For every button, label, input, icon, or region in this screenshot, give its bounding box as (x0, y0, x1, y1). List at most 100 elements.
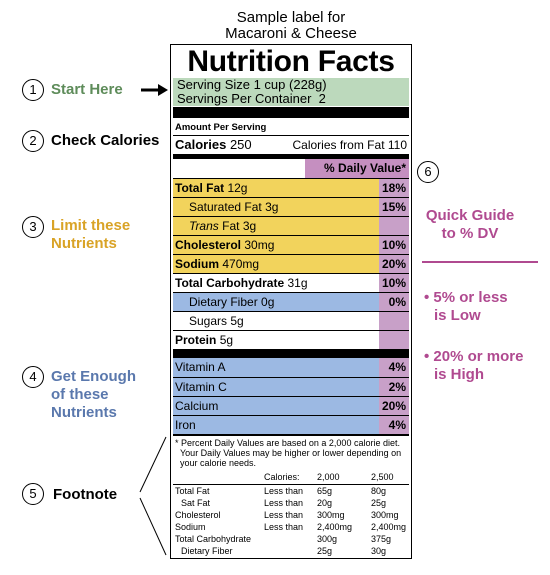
nutrient-label: Protein (175, 333, 217, 347)
nutrient-label: Dietary Fiber (189, 295, 258, 309)
footnote-cell: Calories: (264, 472, 300, 482)
footnote-cell: 300mg (317, 510, 345, 520)
footnote-cell: 30g (371, 546, 387, 556)
footnote-cell: Less than (264, 486, 304, 496)
footnote-cell: 25g (317, 546, 333, 556)
vitamin-dv: 4% (388, 418, 406, 432)
footnote-cell: Sat Fat (181, 498, 211, 508)
nutrient-dv: 15% (381, 200, 406, 214)
nutrient-dv: 0% (388, 295, 406, 309)
serving-size: Serving Size 1 cup (228g) (177, 77, 327, 92)
nutrient-row: Total Carbohydrate 31g 10% (173, 273, 409, 292)
nutrient-row: Total Fat 12g 18% (173, 178, 409, 197)
bracket-line (139, 436, 167, 493)
nutrient-row: Cholesterol 30mg 10% (173, 235, 409, 254)
footnote-cell: 25g (371, 498, 387, 508)
footnote-cell: 300g (317, 534, 338, 544)
nutrient-label: Cholesterol (175, 238, 242, 252)
footnote-header: Calories: 2,000 2,500 (173, 471, 409, 483)
calories-label: Calories (175, 137, 227, 152)
nutrient-row: Saturated Fat 3g 15% (173, 197, 409, 216)
quick-guide-line: to % DV (441, 225, 499, 242)
step-text: Start Here (51, 81, 123, 99)
footnote-cell: Less than (264, 510, 304, 520)
nutrient-dv: 20% (381, 257, 406, 271)
vitamin-dv: 4% (388, 360, 406, 374)
footnote-row: Dietary Fiber 25g 30g (173, 545, 409, 557)
nutrient-label: Sugars (189, 314, 228, 328)
quick-guide-line: is Low (434, 307, 481, 324)
step-text: Check Calories (51, 132, 159, 150)
vitamin-name: Iron (175, 418, 196, 432)
step-text-line: Check Calories (51, 132, 160, 149)
footnote-cell: 80g (371, 486, 387, 496)
step-text-line: Get Enough (51, 368, 136, 385)
quick-guide-line: • 20% or more (424, 348, 524, 365)
step-number: 5 (22, 483, 44, 505)
nutrient-name: Sodium 470mg (175, 255, 259, 273)
quick-guide-line: Quick Guide (425, 207, 515, 224)
nutrient-row: Trans Fat 3g (173, 216, 409, 235)
calories: Calories 250 (175, 137, 252, 153)
rule (173, 434, 409, 436)
step-text-line: Limit these (51, 217, 131, 234)
bracket-line (139, 497, 167, 556)
footnote-cell: Less than (264, 498, 304, 508)
nutrient-name: Sugars 5g (189, 312, 244, 330)
nutrient-name: Total Fat 12g (175, 179, 247, 197)
footnote-cell: 2,500 (371, 472, 394, 482)
quick-guide-line: • 5% or less (424, 289, 508, 306)
nutrient-row: Sodium 470mg 20% (173, 254, 409, 273)
step-number: 2 (22, 130, 44, 152)
quick-guide-title: Quick Guide to % DV (420, 207, 520, 243)
nutrient-amount: 30mg (244, 238, 275, 252)
quick-guide-low: • 5% or less is Low (424, 289, 508, 325)
footnote-cell: Sodium (175, 522, 206, 532)
calories-from-fat: Calories from Fat 110 (292, 138, 408, 152)
nutrient-label: Total Carbohydrate (175, 276, 285, 290)
step-number: 3 (22, 216, 44, 238)
nutrient-name: Trans Fat 3g (189, 217, 256, 235)
arrow-head (158, 84, 168, 96)
footnote-cell: 2,000 (317, 472, 340, 482)
footnote-cell: Total Fat (175, 486, 210, 496)
footnote-cell: 20g (317, 498, 333, 508)
vitamin-name: Vitamin C (175, 380, 227, 394)
step-text: Footnote (53, 486, 117, 504)
thick-bar (173, 349, 409, 358)
nutrient-label: Total Fat (175, 181, 225, 195)
footnote-cell: 2,400mg (317, 522, 353, 532)
vitamin-name: Vitamin A (175, 360, 226, 374)
vitamin-row: Calcium 20% (173, 396, 409, 415)
step-text: Get Enough of these Nutrients (51, 368, 136, 422)
caption-line: Sample label for (236, 9, 346, 26)
vitamin-row: Vitamin C 2% (173, 377, 409, 396)
rule (173, 135, 409, 136)
serving-box: Serving Size 1 cup (228g) Servings Per C… (173, 78, 409, 106)
label-title: Nutrition Facts (187, 45, 395, 78)
quick-guide-line: is High (434, 366, 485, 383)
nutrient-label-italic: Trans (189, 219, 219, 233)
footnote-cell: 375g (371, 534, 392, 544)
calories-value: 250 (229, 137, 252, 152)
footnote-line: * Percent Daily Values are based on a 2,… (175, 438, 400, 448)
nutrient-row: Sugars 5g (173, 311, 409, 330)
nutrient-label: Sodium (175, 257, 219, 271)
step-text-line: Nutrients (51, 404, 117, 421)
nutrient-amount: 3g (242, 219, 257, 233)
footnote-row: Total Carbohydrate 300g 375g (173, 533, 409, 545)
nutrient-label: Fat (222, 219, 240, 233)
footnote-cell: Dietary Fiber (181, 546, 233, 556)
vitamin-dv: 2% (388, 380, 406, 394)
nutrient-name: Saturated Fat 3g (189, 198, 278, 216)
step-text-line: Nutrients (51, 235, 117, 252)
footnote-cell: 300mg (371, 510, 399, 520)
footnote-cell: 65g (317, 486, 333, 496)
amount-per-serving: Amount Per Serving (175, 122, 267, 133)
nutrient-row: Dietary Fiber 0g 0% (173, 292, 409, 311)
rule (173, 484, 409, 485)
footnote-row: Sat Fat Less than 20g 25g (173, 497, 409, 509)
footnote-cell: 2,400mg (371, 522, 407, 532)
